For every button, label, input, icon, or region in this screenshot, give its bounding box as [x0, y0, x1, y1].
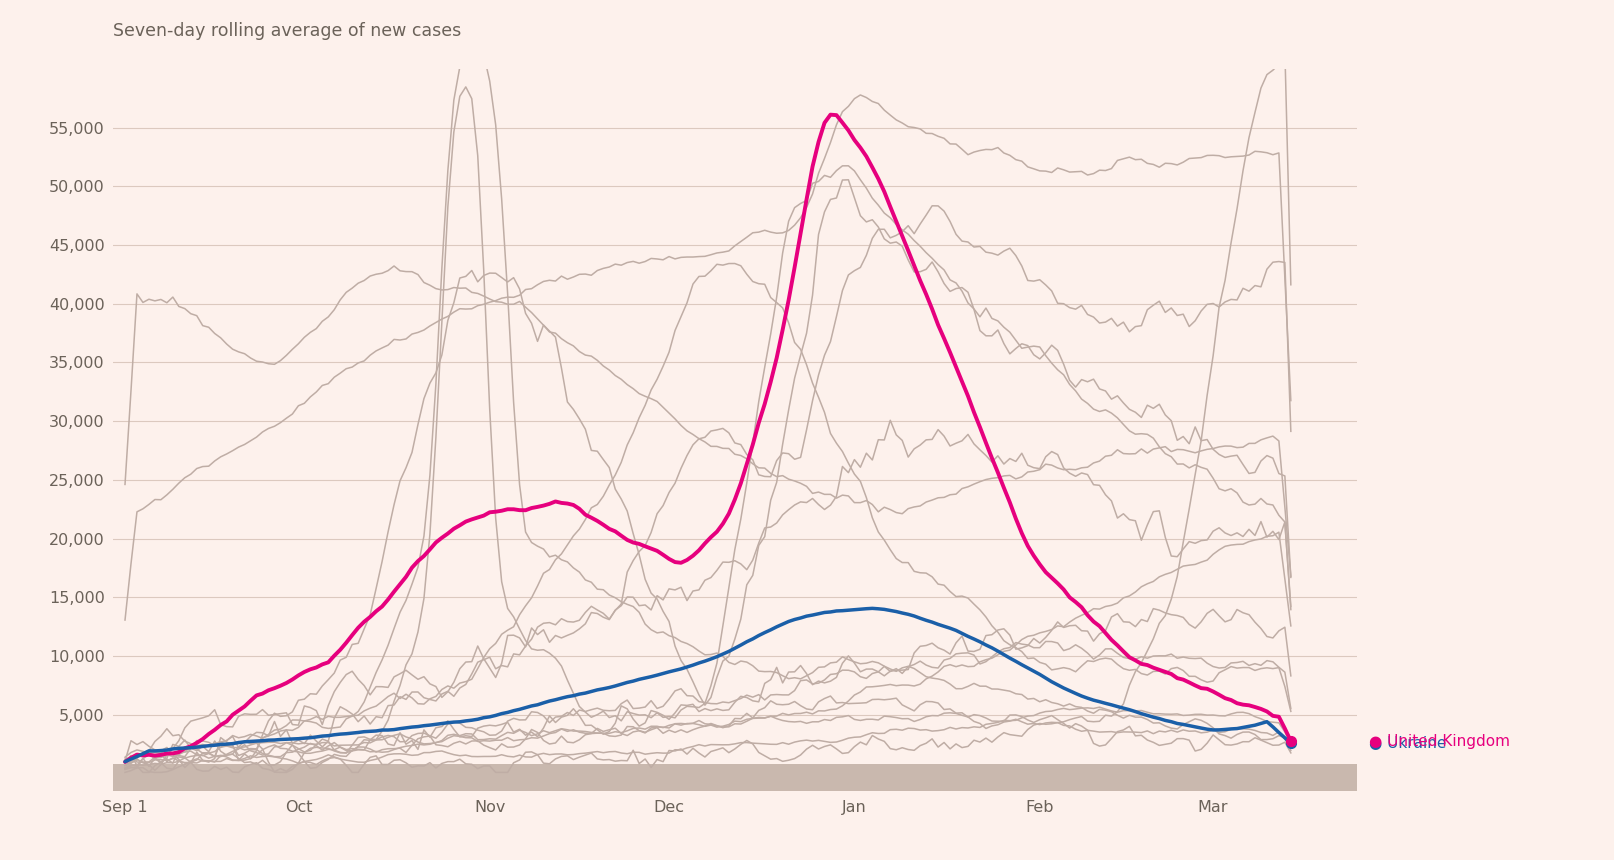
- Bar: [113, 765, 1356, 791]
- Text: ● United Kingdom: ● United Kingdom: [1367, 734, 1509, 749]
- Text: ● Ukraine: ● Ukraine: [1367, 736, 1445, 751]
- Text: Seven-day rolling average of new cases: Seven-day rolling average of new cases: [113, 22, 462, 40]
